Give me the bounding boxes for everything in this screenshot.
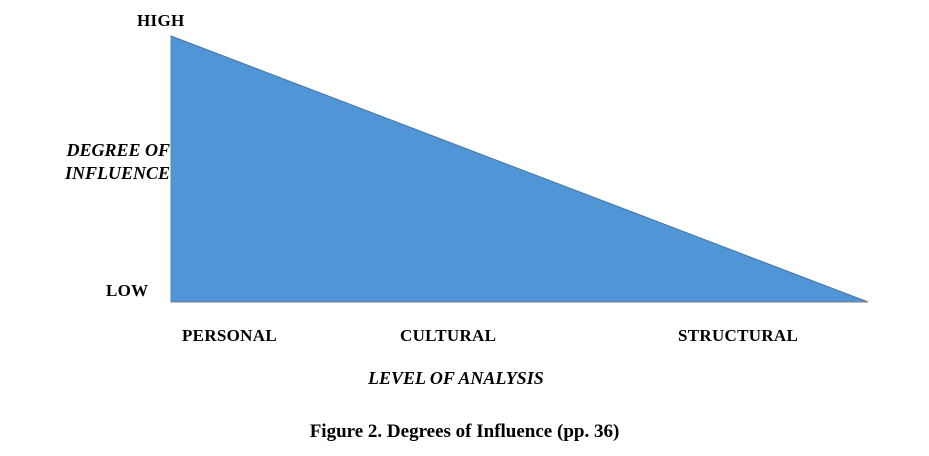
figure-caption: Figure 2. Degrees of Influence (pp. 36): [309, 421, 620, 442]
y-axis-high-label: HIGH: [137, 11, 185, 30]
x-axis-label-cultural: CULTURAL: [400, 326, 497, 345]
x-axis-title: LEVEL OF ANALYSIS: [368, 368, 544, 388]
y-axis-title-line-2: INFLUENCE: [64, 163, 170, 183]
y-axis-low-label: LOW: [106, 281, 149, 300]
x-axis-label-personal: PERSONAL: [182, 326, 277, 345]
x-axis-label-structural: STRUCTURAL: [678, 326, 799, 345]
influence-triangle: [170, 35, 869, 303]
y-axis-title: DEGREE OF INFLUENCE: [46, 139, 170, 185]
y-axis-title-line-1: DEGREE OF: [66, 140, 170, 160]
